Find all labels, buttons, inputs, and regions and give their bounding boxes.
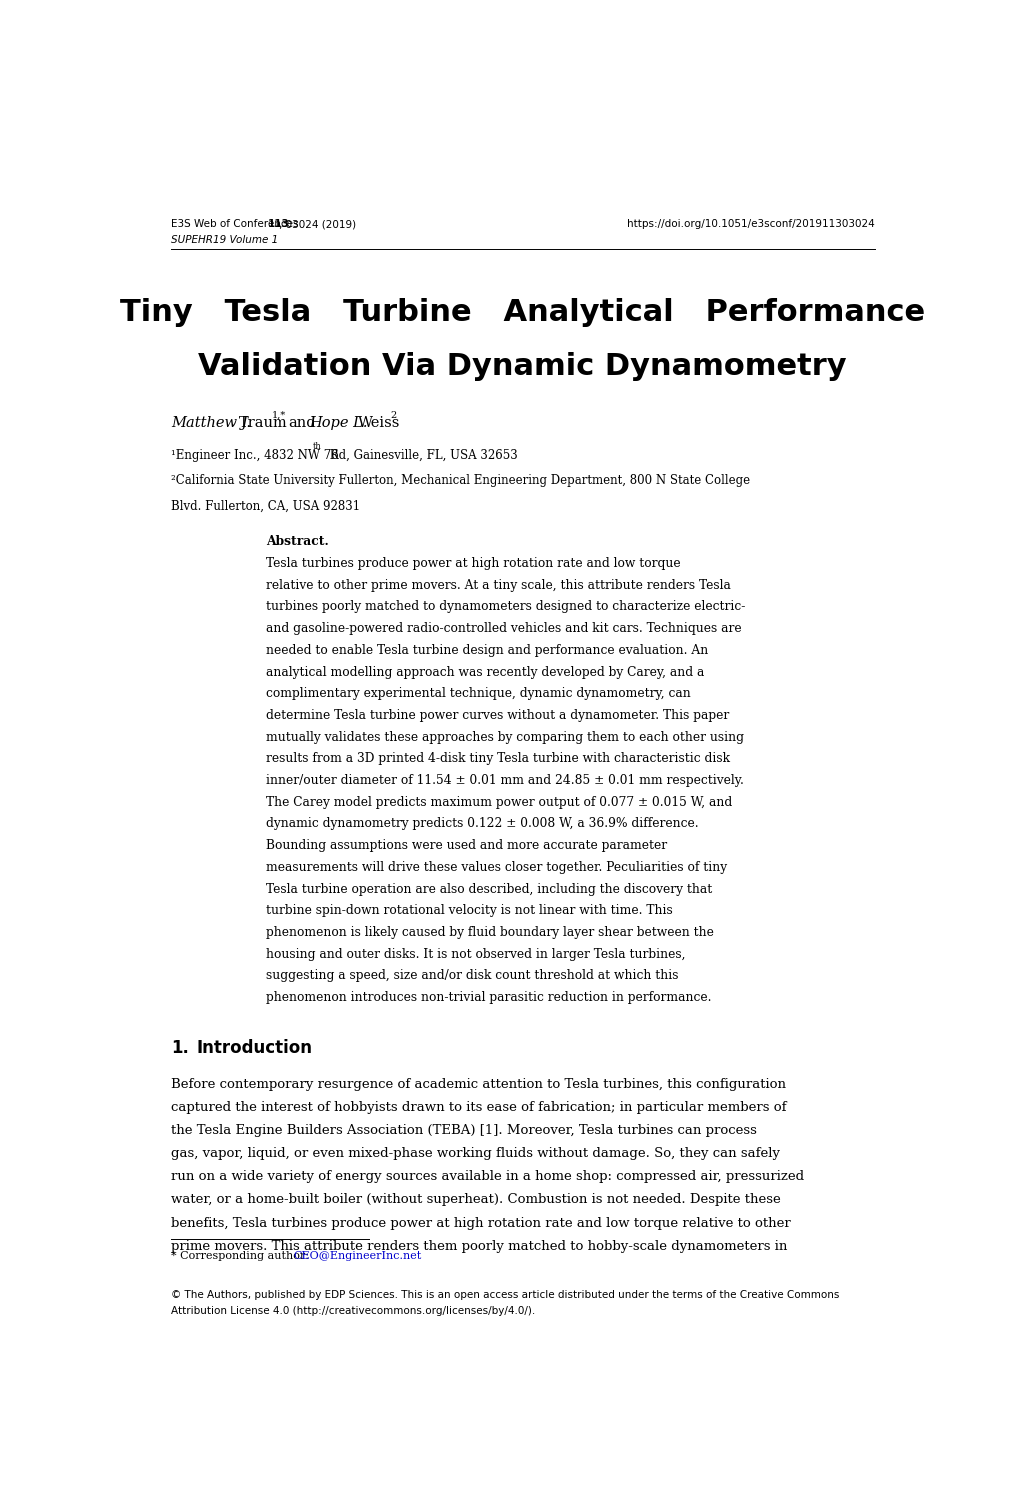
Text: and gasoline-powered radio-controlled vehicles and kit cars. Techniques are: and gasoline-powered radio-controlled ve… <box>266 622 741 636</box>
Text: Tesla turbine operation are also described, including the discovery that: Tesla turbine operation are also describ… <box>266 883 711 895</box>
Text: Introduction: Introduction <box>196 1039 312 1057</box>
Text: Tesla turbines produce power at high rotation rate and low torque: Tesla turbines produce power at high rot… <box>266 558 680 570</box>
Text: © The Authors, published by EDP Sciences. This is an open access article distrib: © The Authors, published by EDP Sciences… <box>171 1291 839 1300</box>
Text: Hope L.: Hope L. <box>309 417 368 430</box>
Text: captured the interest of hobbyists drawn to its ease of fabrication; in particul: captured the interest of hobbyists drawn… <box>171 1102 786 1114</box>
Text: Attribution License 4.0 (http://creativecommons.org/licenses/by/4.0/).: Attribution License 4.0 (http://creative… <box>171 1307 535 1316</box>
Text: ¹Engineer Inc., 4832 NW 76: ¹Engineer Inc., 4832 NW 76 <box>171 448 338 462</box>
Text: Abstract.: Abstract. <box>266 535 328 549</box>
Text: https://doi.org/10.1051/e3sconf/201911303024: https://doi.org/10.1051/e3sconf/20191130… <box>626 219 873 229</box>
Text: The Carey model predicts maximum power output of 0.077 ± 0.015 W, and: The Carey model predicts maximum power o… <box>266 796 732 809</box>
Text: measurements will drive these values closer together. Peculiarities of tiny: measurements will drive these values clo… <box>266 860 727 874</box>
Text: water, or a home-built boiler (without superheat). Combustion is not needed. Des: water, or a home-built boiler (without s… <box>171 1193 780 1207</box>
Text: inner/outer diameter of 11.54 ± 0.01 mm and 24.85 ± 0.01 mm respectively.: inner/outer diameter of 11.54 ± 0.01 mm … <box>266 773 743 787</box>
Text: suggesting a speed, size and/or disk count threshold at which this: suggesting a speed, size and/or disk cou… <box>266 970 678 982</box>
Text: E3S Web of Conferences: E3S Web of Conferences <box>171 219 302 229</box>
Text: Rd, Gainesville, FL, USA 32653: Rd, Gainesville, FL, USA 32653 <box>326 448 518 462</box>
Text: determine Tesla turbine power curves without a dynamometer. This paper: determine Tesla turbine power curves wit… <box>266 709 729 723</box>
Text: housing and outer disks. It is not observed in larger Tesla turbines,: housing and outer disks. It is not obser… <box>266 947 685 961</box>
Text: Validation Via Dynamic Dynamometry: Validation Via Dynamic Dynamometry <box>199 352 846 381</box>
Text: prime movers. This attribute renders them poorly matched to hobby-scale dynamome: prime movers. This attribute renders the… <box>171 1240 787 1253</box>
Text: 1.: 1. <box>171 1039 189 1057</box>
Text: th: th <box>313 442 322 451</box>
Text: turbines poorly matched to dynamometers designed to characterize electric-: turbines poorly matched to dynamometers … <box>266 601 745 613</box>
Text: ²California State University Fullerton, Mechanical Engineering Department, 800 N: ²California State University Fullerton, … <box>171 474 749 487</box>
Text: Before contemporary resurgence of academic attention to Tesla turbines, this con: Before contemporary resurgence of academ… <box>171 1078 786 1091</box>
Text: Bounding assumptions were used and more accurate parameter: Bounding assumptions were used and more … <box>266 839 666 851</box>
Text: phenomenon introduces non-trivial parasitic reduction in performance.: phenomenon introduces non-trivial parasi… <box>266 991 710 1004</box>
Text: Tiny   Tesla   Turbine   Analytical   Performance: Tiny Tesla Turbine Analytical Performanc… <box>120 298 924 327</box>
Text: run on a wide variety of energy sources available in a home shop: compressed air: run on a wide variety of energy sources … <box>171 1171 803 1183</box>
Text: SUPEHR19 Volume 1: SUPEHR19 Volume 1 <box>171 235 278 246</box>
Text: needed to enable Tesla turbine design and performance evaluation. An: needed to enable Tesla turbine design an… <box>266 645 707 657</box>
Text: mutually validates these approaches by comparing them to each other using: mutually validates these approaches by c… <box>266 730 743 744</box>
Text: , 03024 (2019): , 03024 (2019) <box>279 219 356 229</box>
Text: Matthew J.: Matthew J. <box>171 417 251 430</box>
Text: 2: 2 <box>390 411 396 420</box>
Text: Blvd. Fullerton, CA, USA 92831: Blvd. Fullerton, CA, USA 92831 <box>171 499 360 513</box>
Text: the Tesla Engine Builders Association (TEBA) [1]. Moreover, Tesla turbines can p: the Tesla Engine Builders Association (T… <box>171 1124 756 1138</box>
Text: dynamic dynamometry predicts 0.122 ± 0.008 W, a 36.9% difference.: dynamic dynamometry predicts 0.122 ± 0.0… <box>266 817 698 830</box>
Text: analytical modelling approach was recently developed by Carey, and a: analytical modelling approach was recent… <box>266 666 703 679</box>
Text: Weiss: Weiss <box>358 417 399 430</box>
Text: 1,*: 1,* <box>272 411 286 420</box>
Text: and: and <box>287 417 315 430</box>
Text: phenomenon is likely caused by fluid boundary layer shear between the: phenomenon is likely caused by fluid bou… <box>266 926 713 938</box>
Text: Traum: Traum <box>238 417 287 430</box>
Text: gas, vapor, liquid, or even mixed-phase working fluids without damage. So, they : gas, vapor, liquid, or even mixed-phase … <box>171 1147 780 1160</box>
Text: turbine spin-down rotational velocity is not linear with time. This: turbine spin-down rotational velocity is… <box>266 904 672 917</box>
Text: results from a 3D printed 4-disk tiny Tesla turbine with characteristic disk: results from a 3D printed 4-disk tiny Te… <box>266 752 730 766</box>
Text: 113: 113 <box>267 219 288 229</box>
Text: CEO@EngineerInc.net: CEO@EngineerInc.net <box>293 1252 421 1261</box>
Text: complimentary experimental technique, dynamic dynamometry, can: complimentary experimental technique, dy… <box>266 687 690 700</box>
Text: benefits, Tesla turbines produce power at high rotation rate and low torque rela: benefits, Tesla turbines produce power a… <box>171 1217 790 1229</box>
Text: relative to other prime movers. At a tiny scale, this attribute renders Tesla: relative to other prime movers. At a tin… <box>266 579 730 592</box>
Text: * Corresponding author:: * Corresponding author: <box>171 1252 312 1261</box>
